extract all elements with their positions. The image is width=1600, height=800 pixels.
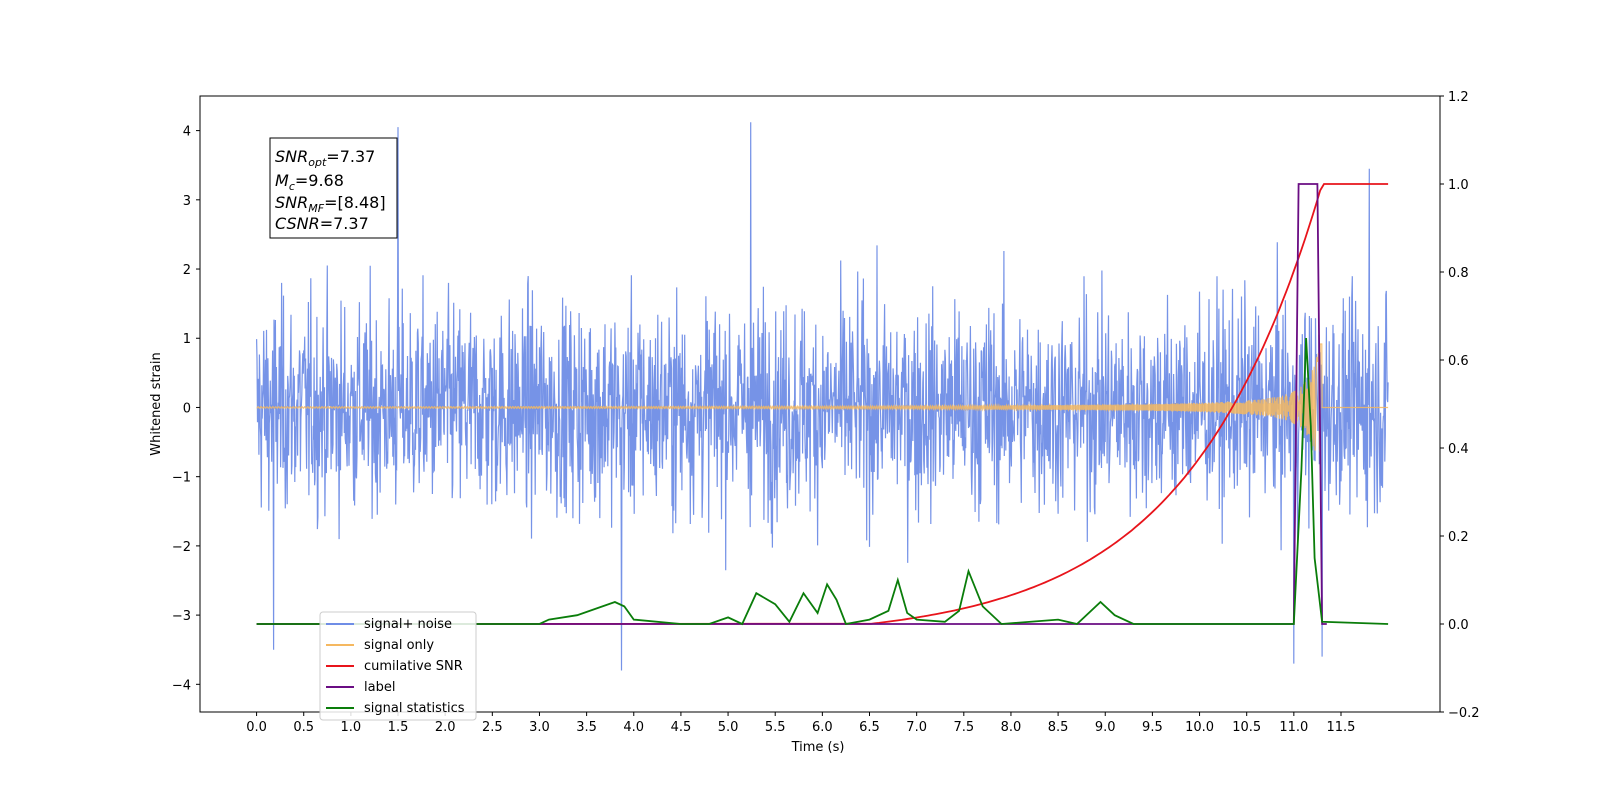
x-tick-label: 11.0: [1279, 720, 1308, 735]
y-tick-label: 2: [183, 263, 191, 278]
series-line-label: [256, 183, 1327, 625]
x-tick-label: 1.5: [388, 720, 409, 735]
y-right-tick-label: −0.2: [1448, 706, 1480, 721]
x-tick-label: 7.0: [906, 720, 927, 735]
x-axis: 0.0 0.5 1.0 1.5 2.0 2.5 3.0 3.5 4.0 4.5 5.0 5.5 6.0 6…: [246, 712, 1355, 735]
x-tick-label: 11.5: [1327, 720, 1356, 735]
x-tick-label: 0.0: [246, 720, 267, 735]
plot-area: [256, 122, 1389, 671]
x-tick-label: 6.0: [812, 720, 833, 735]
x-tick-label: 4.5: [671, 720, 692, 735]
y-tick-label: −1: [172, 471, 191, 486]
y-tick-label: 3: [183, 194, 191, 209]
annotation-box: SNRopt=7.37 Mc=9.68 SNRMF=[8.48] CSNR=7.…: [269, 137, 398, 239]
y-right-tick-label: 0.8: [1448, 266, 1469, 281]
annotation-snr-mf: SNRMF=[8.48]: [275, 193, 386, 215]
x-tick-label: 7.5: [953, 720, 974, 735]
annotation-csnr: CSNR=7.37: [275, 214, 369, 233]
x-tick-label: 9.0: [1095, 720, 1116, 735]
series-line-signal-only: [256, 343, 1389, 453]
x-axis-label: Time (s): [791, 740, 845, 755]
x-tick-label: 3.0: [529, 720, 550, 735]
legend-label-label-only: label only: [364, 680, 427, 695]
x-tick-label: 2.5: [482, 720, 503, 735]
x-tick-label: 3.5: [576, 720, 597, 735]
y-tick-label: −3: [172, 609, 191, 624]
legend: signal+ noise signal only cumilative SNR…: [319, 611, 477, 721]
right-axis: 1.2 1.0 0.8 0.6 0.4 0.2 0.0 −0.2: [1440, 90, 1480, 721]
x-tick-label: 10.0: [1185, 720, 1214, 735]
y-tick-label: 1: [183, 332, 191, 347]
y-tick-label: 0: [183, 401, 191, 416]
y-tick-label: −4: [172, 678, 191, 693]
y-right-tick-label: 1.0: [1448, 178, 1469, 193]
legend-label-cumulative-snr: cumilative SNR: [364, 659, 463, 674]
axes-frame: [199, 95, 1441, 713]
x-tick-label: 5.0: [718, 720, 739, 735]
series-line-cumulative-snr: [256, 183, 1389, 625]
y-axis-label: Whitened strain: [149, 352, 164, 455]
y-right-tick-label: 1.2: [1448, 90, 1469, 105]
x-tick-label: 2.0: [435, 720, 456, 735]
series-line-signal-noise: [256, 122, 1389, 671]
y-right-tick-label: 0.0: [1448, 618, 1469, 633]
annotation-snr-opt: SNRopt=7.37: [275, 147, 375, 169]
series-line-signal-statistics: [256, 337, 1389, 626]
legend-frame: [319, 611, 477, 721]
x-tick-label: 8.5: [1048, 720, 1069, 735]
y-tick-label: 4: [183, 125, 191, 140]
legend-label-signal-only: signal only: [364, 638, 434, 653]
x-tick-label: 4.0: [623, 720, 644, 735]
x-tick-label: 5.5: [765, 720, 786, 735]
y-right-tick-label: 0.6: [1448, 354, 1469, 369]
x-tick-label: 8.0: [1001, 720, 1022, 735]
annotation-mc: Mc=9.68: [275, 171, 344, 193]
y-tick-label: −2: [172, 540, 191, 555]
x-tick-label: 10.5: [1232, 720, 1261, 735]
x-tick-label: 6.5: [859, 720, 880, 735]
y-right-tick-label: 0.2: [1448, 530, 1469, 545]
x-tick-label: 1.0: [341, 720, 362, 735]
legend-label-signal-statistics: signal statistics: [364, 701, 465, 716]
y-right-tick-label: 0.4: [1448, 442, 1469, 457]
left-axis: 4 3 2 1 0 −1 −2 −3 −4: [172, 125, 200, 693]
legend-label-signal-noise: signal+ noise: [364, 617, 452, 632]
legend-label-label: label: [364, 680, 395, 695]
x-tick-label: 9.5: [1142, 720, 1163, 735]
x-tick-label: 0.5: [293, 720, 314, 735]
